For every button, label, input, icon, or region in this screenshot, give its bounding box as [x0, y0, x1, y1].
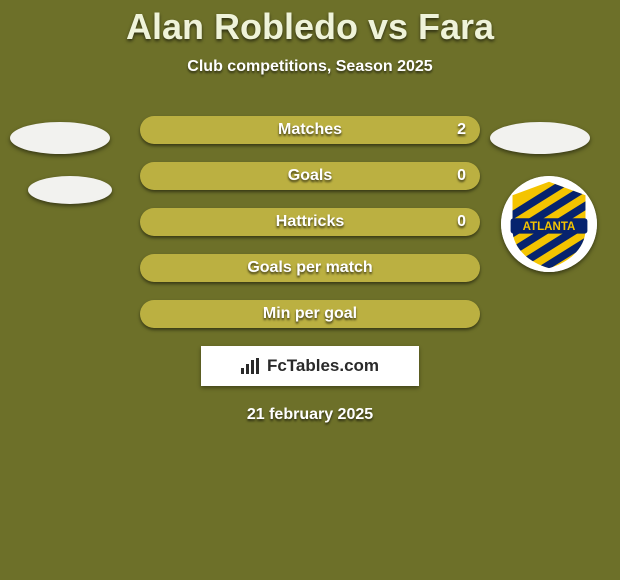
left-player-avatar-oval: [28, 176, 112, 204]
right-team-crest: ATLANTA: [501, 176, 597, 272]
right-player-avatar-oval: [490, 122, 590, 154]
stat-row-hattricks: Hattricks 0: [140, 208, 480, 236]
left-player-avatar-oval: [10, 122, 110, 154]
stat-row-goals-per-match: Goals per match: [140, 254, 480, 282]
date-text: 21 february 2025: [0, 406, 620, 424]
stat-label: Min per goal: [263, 305, 357, 323]
stat-label: Goals: [288, 167, 332, 185]
stat-row-matches: Matches 2: [140, 116, 480, 144]
stat-label: Goals per match: [247, 259, 372, 277]
stat-pill: Goals per match: [140, 254, 480, 282]
stat-value-right: 0: [457, 167, 466, 185]
subtitle: Club competitions, Season 2025: [0, 58, 620, 76]
bar-chart-icon: [241, 358, 261, 374]
stat-label: Matches: [278, 121, 342, 139]
stat-bars: Matches 2 Goals 0 Hattricks 0 Goals per match M…: [140, 116, 480, 328]
stat-pill: Min per goal: [140, 300, 480, 328]
stat-value-right: 2: [457, 121, 466, 139]
stat-row-min-per-goal: Min per goal: [140, 300, 480, 328]
stat-pill: Matches 2: [140, 116, 480, 144]
svg-text:ATLANTA: ATLANTA: [523, 221, 576, 233]
stat-value-right: 0: [457, 213, 466, 231]
stat-pill: Hattricks 0: [140, 208, 480, 236]
stat-row-goals: Goals 0: [140, 162, 480, 190]
brand-text: FcTables.com: [267, 356, 379, 376]
shield-icon: ATLANTA: [501, 176, 597, 272]
stat-pill: Goals 0: [140, 162, 480, 190]
stat-label: Hattricks: [276, 213, 344, 231]
brand-box[interactable]: FcTables.com: [201, 346, 419, 386]
page-title: Alan Robledo vs Fara: [0, 0, 620, 48]
